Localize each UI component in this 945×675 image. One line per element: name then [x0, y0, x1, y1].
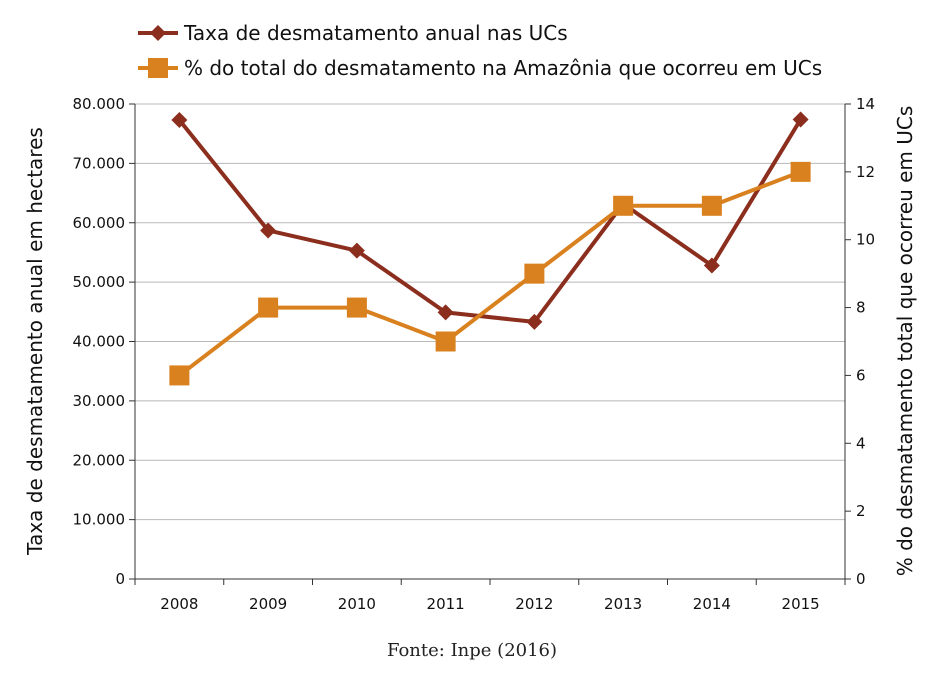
y2-tick-label: 12 — [856, 163, 875, 181]
x-tick-label: 2008 — [160, 595, 198, 613]
y2-tick-label: 0 — [856, 570, 866, 588]
data-point-diamond — [348, 242, 365, 259]
data-point-diamond — [437, 304, 454, 321]
y2-tick-label: 4 — [856, 434, 866, 452]
y-tick-label: 80.000 — [73, 95, 126, 113]
data-point-diamond — [526, 313, 543, 330]
source-note: Fonte: Inpe (2016) — [387, 640, 557, 661]
data-point-square — [435, 331, 456, 352]
x-tick-label: 2009 — [249, 595, 287, 613]
y2-tick-label: 2 — [856, 502, 866, 520]
y-axis-title: Taxa de desmatamento anual em hectares — [23, 127, 47, 556]
y2-tick-label: 6 — [856, 366, 866, 384]
y-tick-label: 70.000 — [73, 154, 126, 172]
data-point-diamond — [703, 257, 720, 274]
data-point-diamond — [260, 222, 277, 239]
series-line-2 — [178, 169, 802, 378]
data-point-square — [524, 263, 545, 284]
x-tick-label: 2010 — [338, 595, 376, 613]
y2-tick-label: 8 — [856, 299, 866, 317]
x-tick-label: 2015 — [782, 595, 820, 613]
y-tick-label: 60.000 — [73, 214, 126, 232]
gridlines — [135, 103, 845, 521]
y2-tick-label: 14 — [856, 95, 875, 113]
series-layer — [169, 111, 811, 386]
x-tick-label: 2012 — [515, 595, 553, 613]
data-point-square — [701, 195, 722, 216]
legend-marker-diamond — [150, 25, 166, 41]
legend-label: % do total do desmatamento na Amazônia q… — [184, 56, 822, 80]
y-tick-label: 0 — [115, 570, 125, 588]
x-tick-label: 2014 — [693, 595, 731, 613]
y-tick-label: 50.000 — [73, 273, 126, 291]
legend: Taxa de desmatamento anual nas UCs % do t… — [138, 21, 822, 80]
y-tick-label: 20.000 — [73, 451, 126, 469]
data-point-diamond — [792, 111, 809, 128]
data-point-square — [258, 297, 279, 318]
data-point-square — [346, 297, 367, 318]
y-tick-label: 30.000 — [73, 392, 126, 410]
legend-label: Taxa de desmatamento anual nas UCs — [183, 21, 568, 45]
x-tick-label: 2011 — [427, 595, 465, 613]
y2-tick-label: 10 — [856, 231, 875, 249]
data-point-square — [169, 365, 190, 386]
legend-marker-square — [148, 58, 168, 78]
data-point-square — [790, 161, 811, 182]
data-point-diamond — [171, 112, 188, 129]
axes: 0 10.000 20.000 30.000 40.000 50.000 60.000 70.… — [73, 95, 876, 613]
y-tick-label: 40.000 — [73, 333, 126, 351]
data-point-square — [613, 195, 634, 216]
x-tick-label: 2013 — [604, 595, 642, 613]
series-line-1 — [177, 118, 803, 324]
y-tick-label: 10.000 — [73, 511, 126, 529]
y2-axis-title: % do desmatamento total que ocorreu em U… — [893, 106, 917, 577]
